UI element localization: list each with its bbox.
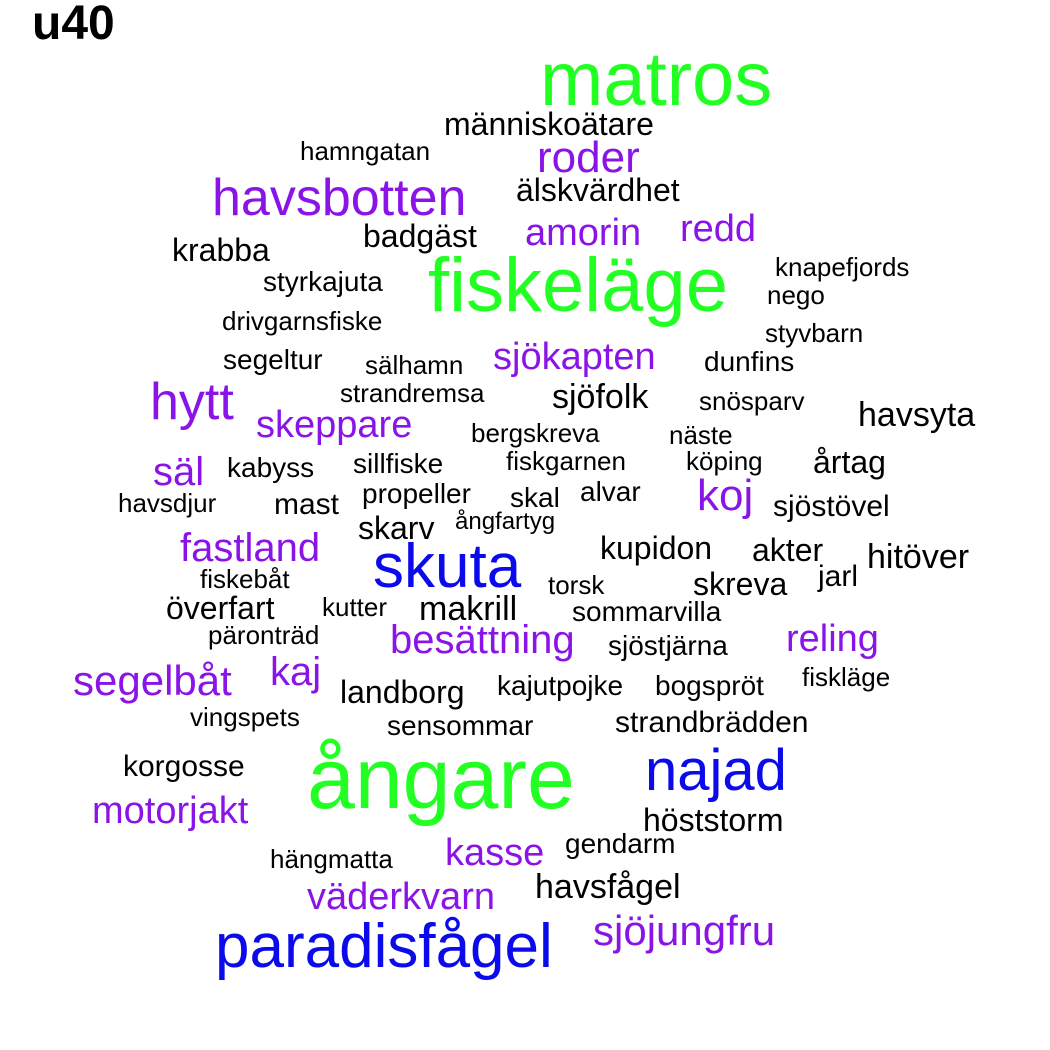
word: kajutpojke [497,670,624,701]
word: akter [752,532,824,568]
word: hamngatan [300,136,431,166]
word: havsyta [858,396,976,434]
word: styrkajuta [263,266,383,297]
word: hitöver [867,538,970,576]
word: amorin [525,212,642,254]
word: reling [786,618,879,660]
word: roder [537,133,640,182]
word: najad [645,738,787,803]
word: korgosse [123,750,245,783]
word: fiskgarnen [506,446,626,476]
word: sjökapten [493,336,656,378]
word: säl [153,450,205,494]
word: krabba [172,232,270,268]
word: kabyss [227,452,315,483]
word: överfart [166,590,275,626]
word: bergskreva [471,418,600,448]
word: sillfiske [353,448,444,479]
word: bogspröt [655,670,764,701]
word: sälhamn [365,350,464,380]
word: kutter [322,592,388,622]
word: segeltur [223,344,323,375]
word: paradisfågel [215,912,553,981]
word: drivgarnsfiske [222,306,383,336]
word: päronträd [208,620,320,650]
word: skeppare [256,404,413,446]
word: nego [767,280,825,310]
word: landborg [340,674,465,710]
word: havsfågel [535,868,681,906]
word: ångare [307,731,575,827]
word: snösparv [699,386,805,416]
word: motorjakt [92,790,249,832]
word: alvar [580,476,641,507]
word: skuta [373,532,522,601]
word: segelbåt [73,657,232,704]
word: badgäst [363,218,477,254]
word: ångfartyg [455,508,556,535]
word: fastland [180,526,321,570]
word: havsdjur [118,488,217,518]
word: mast [274,488,340,521]
word: hängmatta [270,844,393,874]
word: knapefjords [775,252,910,282]
word: skarv [358,510,435,546]
word: sommarvilla [572,596,722,627]
word: styvbarn [765,318,864,348]
word: strandremsa [340,378,485,408]
word: sjöstjärna [608,630,728,661]
word: fiskebåt [200,564,290,594]
word: höststorm [643,802,784,838]
word: skal [510,482,560,513]
word: köping [686,446,763,476]
word: kupidon [600,530,713,566]
word: kasse [445,832,545,874]
word: fiskläge [802,662,891,692]
word: havsbotten [212,169,467,227]
word: besättning [390,618,575,662]
word: näste [669,420,733,450]
word: sjöstövel [773,490,890,523]
word: dunfins [704,346,795,377]
word: matros [540,37,773,122]
word: sjöjungfru [593,907,776,954]
word: fiskeläge [428,243,728,328]
chart-title: u40 [32,0,115,50]
word: vingspets [190,702,300,732]
word: älskvärdhet [516,172,680,208]
word: makrill [419,590,518,628]
word: gendarm [565,828,676,859]
word: årtag [813,444,886,480]
word: skreva [693,566,788,602]
word: torsk [548,570,605,600]
word: människoätare [444,106,654,142]
word: hytt [150,373,234,431]
word: strandbrädden [615,706,809,739]
word: koj [697,471,754,520]
word: sjöfolk [552,378,649,416]
word: jarl [818,560,859,593]
word: väderkvarn [307,876,495,918]
word: propeller [362,478,471,509]
word: sensommar [387,710,534,741]
word: redd [680,208,757,250]
word: kaj [270,650,322,694]
